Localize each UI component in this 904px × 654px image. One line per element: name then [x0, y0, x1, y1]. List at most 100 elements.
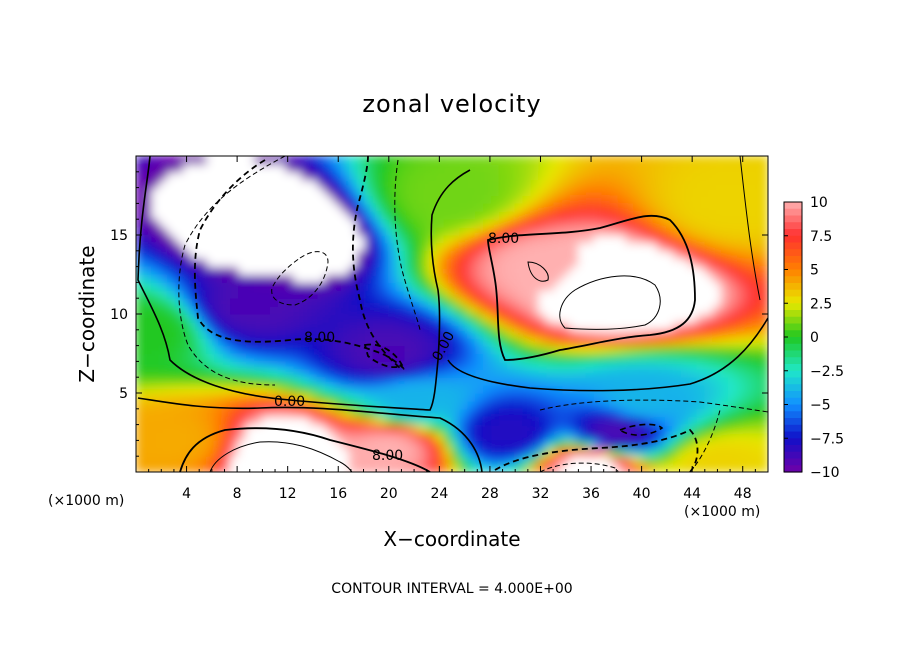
heatmap-cell	[649, 455, 658, 465]
heatmap-cell	[380, 455, 390, 465]
heatmap-cell	[238, 376, 248, 386]
heatmap-cell	[143, 202, 153, 212]
heatmap-cell	[743, 360, 753, 370]
heatmap-cell	[664, 210, 674, 220]
heatmap-cell	[633, 234, 643, 244]
heatmap-cell	[743, 329, 753, 339]
heatmap-cell	[759, 329, 768, 339]
heatmap-cell	[364, 337, 374, 347]
heatmap-cell	[340, 218, 350, 228]
heatmap-cell	[743, 353, 753, 362]
heatmap-cell	[696, 195, 706, 204]
heatmap-cell	[333, 313, 342, 323]
heatmap-cell	[340, 195, 350, 204]
heatmap-cell	[562, 274, 571, 283]
heatmap-cell	[451, 329, 461, 339]
heatmap-cell	[348, 266, 358, 275]
heatmap-cell	[617, 202, 627, 212]
heatmap-cell	[688, 368, 698, 378]
heatmap-cell	[704, 210, 714, 220]
heatmap-cell	[712, 258, 722, 268]
heatmap-cell	[254, 353, 263, 362]
heatmap-cell	[427, 179, 437, 189]
heatmap-cell	[198, 313, 208, 323]
heatmap-cell	[246, 447, 255, 457]
heatmap-cell	[522, 281, 532, 291]
heatmap-cell	[514, 226, 524, 236]
heatmap-cell	[277, 274, 287, 283]
heatmap-cell	[570, 289, 579, 299]
heatmap-cell	[254, 163, 263, 173]
heatmap-cell	[167, 258, 176, 268]
heatmap-cell	[190, 210, 200, 220]
heatmap-cell	[348, 455, 358, 465]
heatmap-cell	[175, 384, 184, 394]
heatmap-cell	[491, 384, 500, 394]
heatmap-cell	[641, 424, 650, 433]
heatmap-cell	[317, 384, 327, 394]
heatmap-cell	[159, 289, 169, 299]
heatmap-cell	[175, 218, 184, 228]
heatmap-cell	[514, 281, 524, 291]
heatmap-cell	[680, 218, 690, 228]
heatmap-cell	[459, 432, 469, 441]
heatmap-cell	[427, 313, 437, 323]
heatmap-cell	[641, 210, 650, 220]
heatmap-cell	[688, 250, 698, 260]
heatmap-cell	[625, 297, 635, 307]
heatmap-cell	[419, 297, 429, 307]
heatmap-cell	[269, 376, 279, 386]
heatmap-cell	[214, 297, 224, 307]
heatmap-cell	[609, 329, 619, 339]
heatmap-cell	[427, 329, 437, 339]
heatmap-cell	[467, 242, 477, 252]
heatmap-cell	[728, 297, 737, 307]
heatmap-cell	[396, 408, 406, 418]
heatmap-cell	[649, 337, 658, 347]
heatmap-cell	[656, 321, 666, 331]
heatmap-cell	[467, 250, 477, 260]
heatmap-cell	[325, 337, 334, 347]
heatmap-cell	[593, 321, 603, 331]
heatmap-cell	[301, 392, 311, 402]
heatmap-cell	[182, 250, 192, 260]
heatmap-cell	[214, 329, 224, 339]
heatmap-cell	[348, 360, 358, 370]
heatmap-cell	[198, 171, 208, 181]
heatmap-cell	[467, 226, 477, 236]
heatmap-cell	[570, 463, 579, 472]
heatmap-cell	[151, 163, 161, 173]
heatmap-cell	[609, 297, 619, 307]
heatmap-cell	[214, 376, 224, 386]
heatmap-cell	[372, 266, 382, 275]
heatmap-cell	[656, 432, 666, 441]
heatmap-cell	[309, 171, 319, 181]
heatmap-cell	[246, 226, 255, 236]
heatmap-cell	[175, 266, 184, 275]
heatmap-cell	[554, 376, 564, 386]
heatmap-cell	[159, 297, 169, 307]
heatmap-cell	[672, 432, 682, 441]
heatmap-cell	[198, 163, 208, 173]
heatmap-cell	[554, 179, 564, 189]
heatmap-cell	[254, 455, 263, 465]
heatmap-cell	[435, 274, 445, 283]
heatmap-cell	[664, 281, 674, 291]
heatmap-cell	[562, 360, 571, 370]
heatmap-cell	[704, 337, 714, 347]
heatmap-cell	[380, 187, 390, 196]
heatmap-cell	[246, 463, 255, 472]
heatmap-cell	[372, 289, 382, 299]
heatmap-cell	[293, 424, 303, 433]
heatmap-cell	[538, 400, 548, 410]
heatmap-cell	[720, 210, 729, 220]
heatmap-cell	[435, 195, 445, 204]
heatmap-cell	[688, 416, 698, 426]
heatmap-cell	[309, 305, 319, 315]
heatmap-cell	[562, 455, 571, 465]
heatmap-cell	[293, 313, 303, 323]
heatmap-cell	[269, 187, 279, 196]
heatmap-cell	[625, 455, 635, 465]
heatmap-cell	[388, 258, 398, 268]
heatmap-cell	[522, 289, 532, 299]
